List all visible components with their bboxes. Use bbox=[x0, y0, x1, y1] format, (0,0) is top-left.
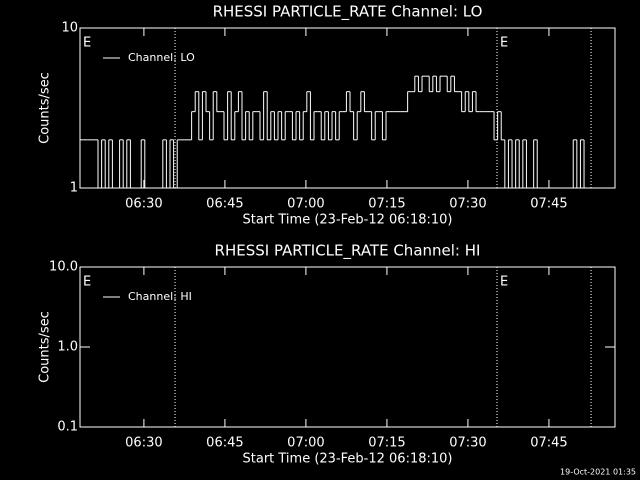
y-tick-label: 1 bbox=[70, 181, 78, 196]
y-tick-label: 10 bbox=[61, 21, 78, 36]
y-axis-label: Counts/sec bbox=[38, 72, 53, 144]
x-tick-label: 07:45 bbox=[530, 436, 567, 451]
y-tick-label: 0.1 bbox=[57, 420, 78, 435]
x-tick-label: 06:45 bbox=[206, 436, 243, 451]
x-axis-label: Start Time (23-Feb-12 06:18:10) bbox=[243, 213, 453, 228]
legend-label: Channel: HI bbox=[128, 290, 192, 303]
y-tick-label: 10.0 bbox=[49, 260, 78, 275]
x-tick-label: 06:45 bbox=[206, 197, 243, 212]
event-label: E bbox=[83, 275, 91, 290]
footer-timestamp: 19-Oct-2021 01:35 bbox=[560, 468, 636, 477]
chart-title: RHESSI PARTICLE_RATE Channel: LO bbox=[213, 3, 483, 22]
x-tick-label: 07:00 bbox=[287, 436, 324, 451]
event-label: E bbox=[500, 36, 508, 51]
x-tick-label: 07:45 bbox=[530, 197, 567, 212]
y-axis-label: Counts/sec bbox=[38, 311, 53, 383]
y-tick-label: 1.0 bbox=[57, 340, 78, 355]
chart-title: RHESSI PARTICLE_RATE Channel: HI bbox=[215, 242, 481, 261]
x-tick-label: 07:15 bbox=[368, 197, 405, 212]
plot-frame bbox=[79, 27, 616, 189]
event-label: E bbox=[83, 36, 91, 51]
x-tick-label: 07:30 bbox=[449, 436, 486, 451]
event-label: E bbox=[500, 275, 508, 290]
legend-label: Channel: LO bbox=[128, 51, 195, 64]
x-tick-label: 07:15 bbox=[368, 436, 405, 451]
x-axis-label: Start Time (23-Feb-12 06:18:10) bbox=[243, 452, 453, 467]
x-tick-label: 06:30 bbox=[125, 197, 162, 212]
x-tick-label: 07:00 bbox=[287, 197, 324, 212]
x-tick-label: 07:30 bbox=[449, 197, 486, 212]
x-tick-label: 06:30 bbox=[125, 436, 162, 451]
